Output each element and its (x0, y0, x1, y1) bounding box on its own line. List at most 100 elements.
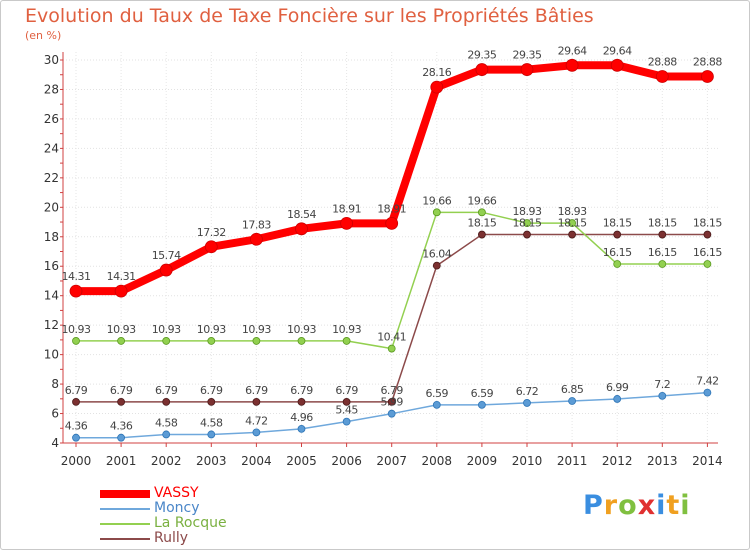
data-point-la-rocque (432, 208, 441, 217)
legend-label-la-rocque: La Rocque (154, 515, 227, 531)
data-label-vassy: 29.64 (558, 44, 587, 57)
data-point-rully (207, 398, 216, 406)
data-label-la-rocque: 10.93 (152, 323, 181, 336)
x-tick-label: 2010 (512, 454, 543, 468)
y-axis-unit: (en %) (25, 29, 62, 42)
legend-label-moncy: Moncy (154, 500, 200, 516)
data-point-la-rocque (342, 337, 351, 345)
y-tick-label: 28 (44, 82, 59, 96)
data-label-vassy: 29.35 (513, 49, 542, 62)
data-label-moncy: 4.36 (65, 420, 88, 433)
data-point-vassy (701, 70, 714, 83)
data-label-la-rocque: 10.93 (107, 323, 136, 336)
legend: VASSY Moncy La Rocque Rully (100, 486, 227, 546)
data-point-moncy (658, 391, 667, 400)
data-label-la-rocque: 10.93 (62, 323, 91, 336)
x-tick-label: 2006 (331, 454, 362, 468)
data-point-rully (432, 261, 441, 270)
data-point-la-rocque (568, 219, 576, 227)
data-point-moncy (117, 433, 125, 442)
data-point-vassy (249, 232, 263, 246)
y-tick-label: 10 (44, 348, 59, 362)
data-point-rully (658, 230, 667, 239)
data-point-vassy (475, 63, 489, 76)
x-tick-label: 2014 (692, 454, 723, 468)
data-point-vassy (430, 80, 444, 94)
y-tick-label: 20 (44, 200, 59, 214)
data-point-la-rocque (387, 344, 396, 353)
data-point-la-rocque (523, 219, 531, 227)
data-point-vassy (204, 240, 218, 254)
data-label-vassy: 18.91 (332, 202, 361, 215)
legend-item-rully: Rully (100, 531, 227, 546)
data-label-moncy: 5.45 (335, 404, 358, 417)
data-point-moncy (252, 428, 261, 437)
x-tick-label: 2003 (196, 454, 227, 468)
data-point-la-rocque (207, 337, 216, 345)
data-point-la-rocque (117, 337, 125, 345)
data-point-la-rocque (703, 260, 712, 268)
data-point-la-rocque (162, 337, 171, 345)
legend-item-moncy: Moncy (100, 501, 227, 516)
x-tick-label: 2005 (286, 454, 317, 468)
data-label-rully: 18.15 (467, 217, 496, 230)
data-point-vassy (69, 284, 83, 298)
data-label-la-rocque: 10.93 (287, 323, 316, 336)
data-label-rully: 18.15 (513, 217, 542, 230)
x-tick-label: 2001 (106, 454, 137, 468)
data-label-vassy: 28.88 (693, 55, 722, 68)
data-point-rully (342, 398, 351, 406)
data-label-moncy: 6.72 (516, 385, 539, 398)
x-tick-label: 2008 (422, 454, 453, 468)
data-label-moncy: 7.42 (696, 375, 719, 388)
data-point-vassy (340, 216, 354, 230)
data-label-rully: 18.15 (558, 217, 587, 230)
data-point-rully (72, 398, 80, 406)
data-point-moncy (703, 388, 712, 397)
data-label-moncy: 4.58 (155, 416, 178, 429)
data-label-vassy: 17.83 (242, 218, 271, 231)
data-label-rully: 6.79 (290, 384, 313, 397)
legend-swatch-vassy (100, 489, 150, 498)
data-label-rully: 6.79 (65, 384, 88, 397)
y-tick-label: 26 (44, 112, 59, 126)
data-label-la-rocque: 16.15 (603, 246, 632, 259)
data-label-rully: 16.04 (422, 248, 451, 261)
y-tick-label: 22 (44, 171, 59, 185)
data-point-rully (613, 230, 622, 239)
data-point-la-rocque (72, 337, 80, 345)
legend-item-la-rocque: La Rocque (100, 516, 227, 531)
data-label-moncy: 4.58 (200, 416, 223, 429)
data-label-vassy: 14.31 (62, 270, 91, 283)
data-label-vassy: 17.32 (197, 226, 226, 239)
x-tick-label: 2011 (557, 454, 588, 468)
data-point-vassy (520, 63, 534, 76)
proxiti-logo: Proxiti (583, 490, 691, 521)
data-label-moncy: 6.59 (471, 387, 494, 400)
y-tick-label: 4 (51, 436, 59, 450)
data-point-vassy (295, 222, 308, 236)
y-tick-label: 6 (51, 407, 59, 421)
data-point-rully (387, 398, 396, 406)
y-tick-label: 16 (44, 259, 59, 273)
data-label-rully: 6.79 (155, 384, 178, 397)
data-label-moncy: 6.59 (426, 387, 449, 400)
data-label-rully: 6.79 (245, 384, 268, 397)
x-tick-label: 2012 (602, 454, 633, 468)
legend-swatch-rully (100, 537, 150, 540)
y-tick-label: 30 (44, 53, 59, 67)
data-label-vassy: 28.88 (648, 55, 677, 68)
chart-title: Evolution du Taux de Taxe Foncière sur l… (25, 5, 594, 27)
y-tick-label: 18 (44, 230, 59, 244)
data-point-moncy (477, 400, 486, 409)
data-label-rully: 6.79 (200, 384, 223, 397)
data-point-moncy (613, 395, 622, 403)
x-tick-label: 2007 (376, 454, 407, 468)
data-label-vassy: 15.74 (152, 249, 181, 262)
data-label-moncy: 7.2 (654, 378, 670, 391)
data-label-la-rocque: 18.93 (558, 205, 587, 218)
x-tick-label: 2000 (61, 454, 92, 468)
data-point-moncy (297, 424, 306, 433)
data-label-vassy: 29.35 (467, 49, 496, 62)
